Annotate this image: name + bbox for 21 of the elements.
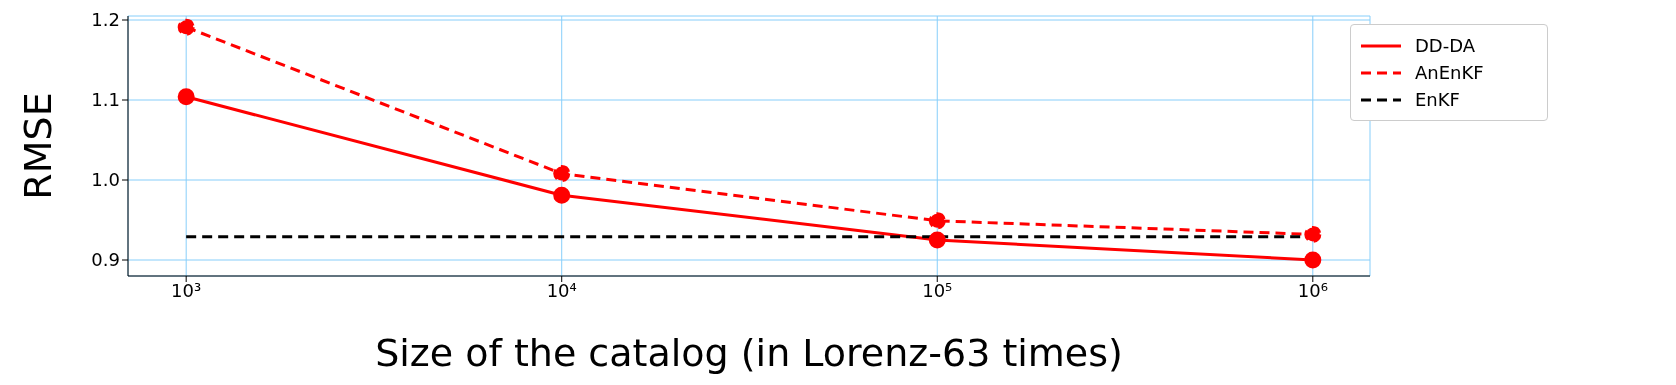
point xyxy=(553,186,571,204)
point xyxy=(928,231,946,249)
x-tick-label: 10⁵ xyxy=(922,279,953,301)
point xyxy=(177,88,195,106)
point xyxy=(1304,251,1322,269)
x-axis-title: Size of the catalog (in Lorenz-63 times) xyxy=(375,331,1123,375)
y-tick-label: 1.2 xyxy=(91,9,120,31)
x-tick-label: 10⁴ xyxy=(546,279,577,301)
y-tick-label: 1.0 xyxy=(91,169,120,191)
y-axis-title: RMSE xyxy=(16,92,61,200)
legend-label: AnEnKF xyxy=(1415,62,1484,83)
y-tick-label: 0.9 xyxy=(91,249,120,271)
x-tick-label: 10⁶ xyxy=(1297,279,1328,301)
point xyxy=(1304,225,1322,243)
point xyxy=(177,18,195,36)
x-tick-label: 10³ xyxy=(171,279,202,301)
point xyxy=(553,165,571,183)
legend-label: DD-DA xyxy=(1415,35,1476,56)
legend-label: EnKF xyxy=(1415,89,1460,110)
y-tick-label: 1.1 xyxy=(91,89,120,111)
point xyxy=(928,212,946,230)
